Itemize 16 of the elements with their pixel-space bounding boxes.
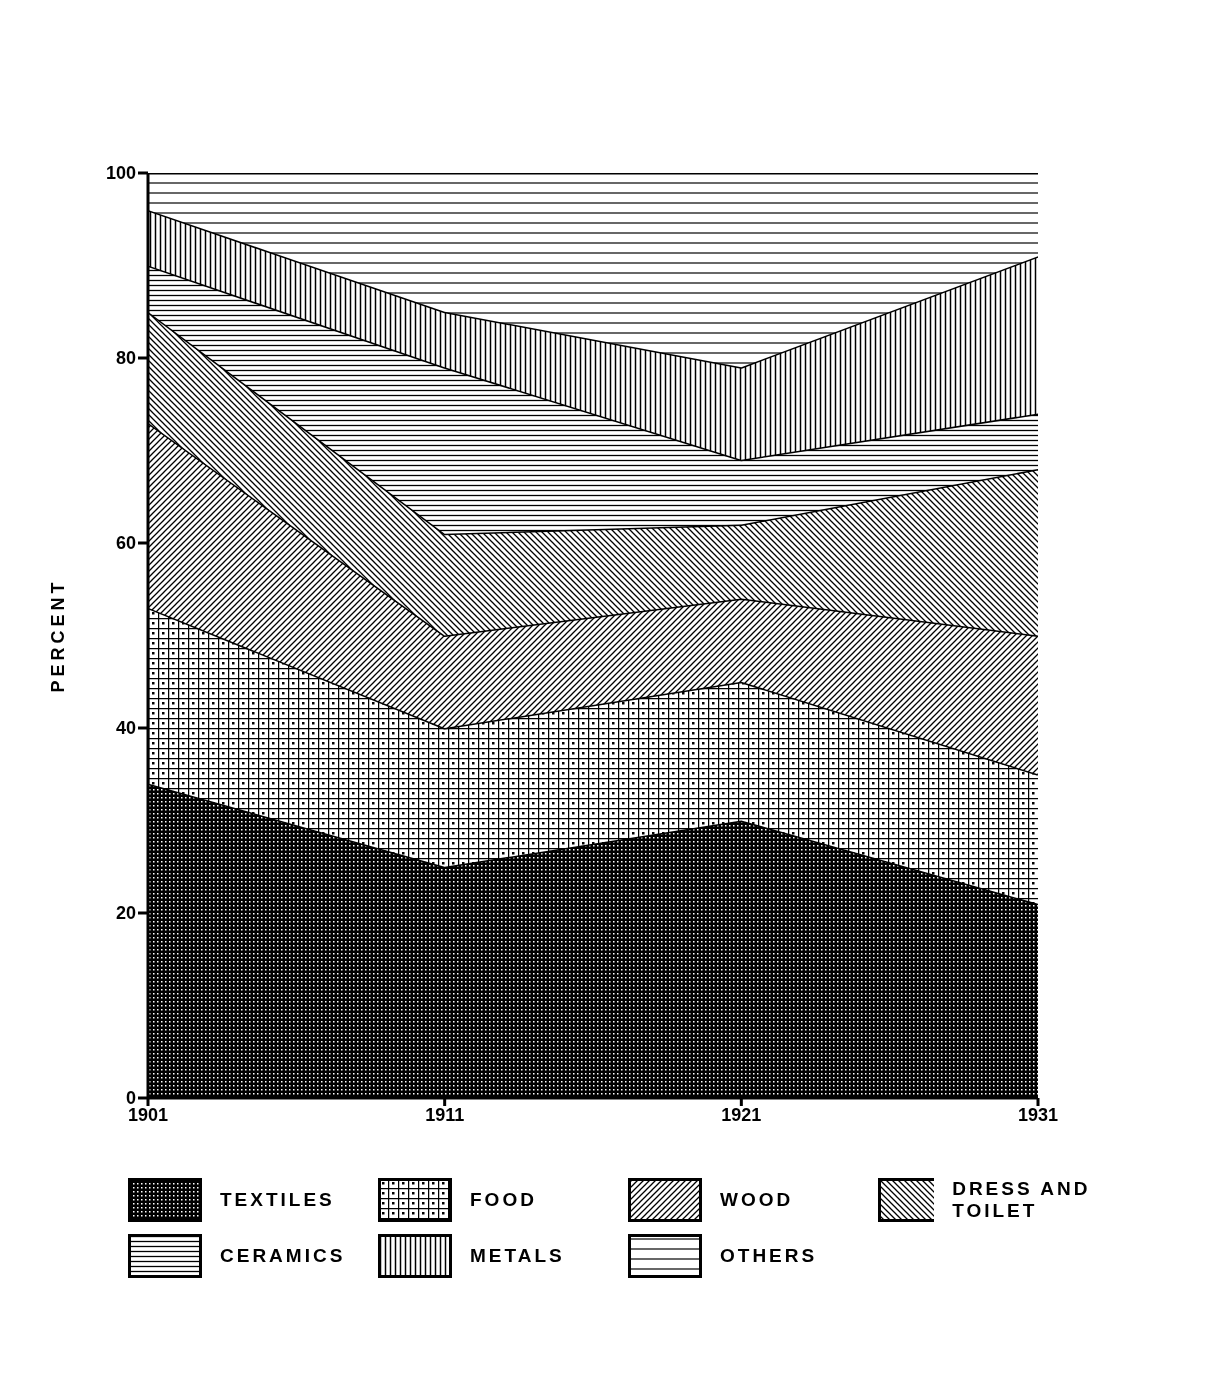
- legend-label: OTHERS: [720, 1245, 818, 1267]
- legend-label: WOOD: [720, 1189, 794, 1211]
- legend-label: METALS: [470, 1245, 565, 1267]
- legend-label: DRESS AND TOILET: [952, 1178, 1092, 1222]
- y-axis-title: PERCENT: [48, 578, 69, 693]
- legend-label: TEXTILES: [220, 1189, 335, 1211]
- y-tick-label: 100: [105, 163, 136, 184]
- y-tick-label: 20: [115, 903, 136, 924]
- y-tick-label: 60: [115, 533, 136, 554]
- y-tick-label: 80: [115, 348, 136, 369]
- legend-label: CERAMICS: [220, 1245, 346, 1267]
- x-tick-label: 1931: [1017, 1104, 1059, 1125]
- x-tick-label: 1921: [721, 1104, 762, 1125]
- legend-label: FOOD: [470, 1189, 537, 1211]
- x-tick-label: 1911: [425, 1104, 465, 1125]
- y-tick-label: 40: [115, 718, 136, 739]
